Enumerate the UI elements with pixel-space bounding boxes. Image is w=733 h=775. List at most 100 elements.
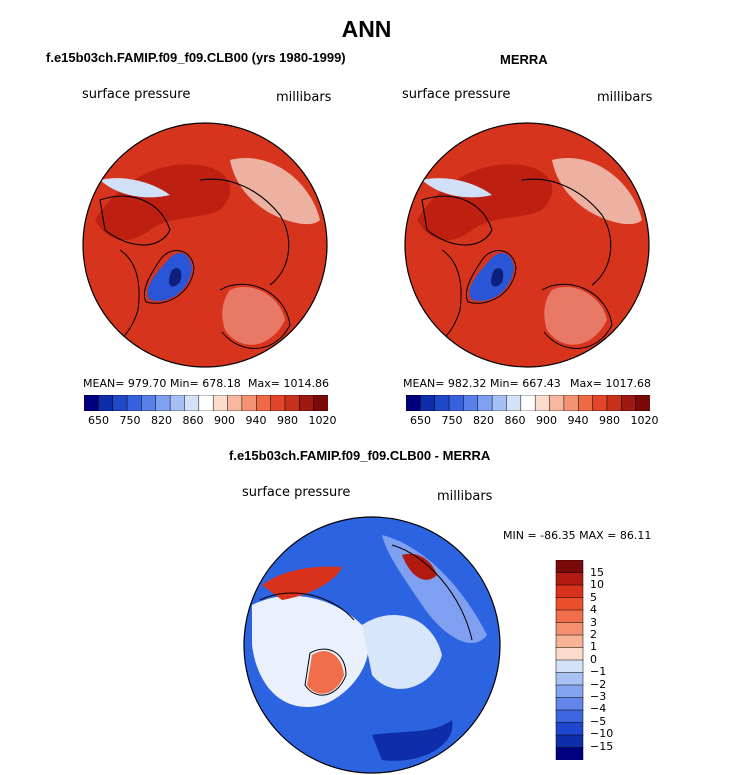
colorbar-cell xyxy=(520,395,536,411)
colorbar-cell xyxy=(227,395,243,411)
map-background xyxy=(83,123,327,367)
panel-2-units-label: millibars xyxy=(597,90,653,105)
colorbar-tick-label: 940 xyxy=(245,414,267,427)
colorbar-tick-label: 980 xyxy=(599,414,620,427)
colorbar-tick-label: 900 xyxy=(536,414,557,427)
colorbar-cell xyxy=(555,709,584,724)
colorbar-cell xyxy=(555,734,584,749)
colorbar-tick-label: −10 xyxy=(590,727,614,741)
panel-2-title: MERRA xyxy=(500,52,548,67)
coastline xyxy=(421,195,493,246)
colorbar-tick-label: 750 xyxy=(119,414,141,427)
colorbar-tick-label: 980 xyxy=(277,414,298,427)
colorbar-cell xyxy=(606,395,622,411)
coastline xyxy=(199,178,290,286)
colorbar-cell xyxy=(555,697,584,711)
colorbar-tick-label: −5 xyxy=(590,714,607,728)
coastline xyxy=(304,648,347,696)
map-region xyxy=(417,164,553,241)
panel-1-title: f.e15b03ch.FAMIP.f09_f09.CLB00 (yrs 1980… xyxy=(46,50,346,65)
colorbar-tick-label: 5 xyxy=(590,590,597,604)
panel-2-mean: MEAN= 982.32 xyxy=(403,377,487,390)
colorbar-tick-label: 650 xyxy=(410,414,431,427)
greenland-ice-core xyxy=(169,268,182,287)
coastline xyxy=(144,250,195,304)
colorbar-cell xyxy=(255,395,272,411)
colorbar-cell xyxy=(284,395,300,411)
colorbar-tick-label: −15 xyxy=(590,739,614,753)
colorbar-cell xyxy=(555,560,584,574)
colorbar-cell xyxy=(506,395,522,411)
panel-1-max: Max= 1014.86 xyxy=(248,377,329,390)
panel-2-colorbar-ticks: 650 750 820 860 900 940 980 1020 xyxy=(402,414,659,428)
colorbar-cell xyxy=(635,395,650,411)
colorbar-tick-label: −2 xyxy=(590,677,607,691)
coastline xyxy=(521,178,612,286)
colorbar-cell xyxy=(555,597,584,611)
colorbar-cell xyxy=(406,395,421,411)
colorbar-cell xyxy=(169,395,186,411)
panel-2-colorbar xyxy=(406,395,650,411)
colorbar-tick-label: −1 xyxy=(590,665,607,679)
diff-variable-label: surface pressure xyxy=(242,485,351,500)
panel-1-mean: MEAN= 979.70 xyxy=(83,377,167,390)
map-region xyxy=(230,158,320,225)
colorbar-tick-label: −4 xyxy=(590,702,607,716)
colorbar-cell xyxy=(555,672,584,686)
coastline xyxy=(259,592,355,621)
colorbar-tick-label: 860 xyxy=(504,414,526,427)
coastline xyxy=(466,250,517,304)
map-region xyxy=(552,158,642,225)
positive-anomaly xyxy=(402,553,437,580)
colorbar-cell xyxy=(549,395,565,411)
positive-anomaly xyxy=(307,651,344,694)
colorbar-tick-label: 860 xyxy=(182,414,204,427)
colorbar-tick-label: 15 xyxy=(590,566,604,579)
coastline xyxy=(219,283,291,349)
panel-2-min: Min= 667.43 xyxy=(490,377,561,390)
diff-min-max: MIN = -86.35 MAX = 86.11 xyxy=(503,529,652,542)
colorbar-cell xyxy=(84,395,99,411)
colorbar-tick-label: 820 xyxy=(151,414,172,427)
colorbar-cell xyxy=(621,395,637,411)
diff-colorbar-labels: 15 10 5 4 3 2 1 0 −1 −2 −3 −4 −5 −10 −15 xyxy=(590,560,630,760)
colorbar-tick-label: 1020 xyxy=(308,414,337,427)
panel-2-map xyxy=(404,122,650,368)
colorbar-tick-label: 2 xyxy=(590,628,597,641)
colorbar-cell xyxy=(555,747,584,760)
map-region xyxy=(222,286,285,345)
colorbar-cell xyxy=(198,395,214,411)
colorbar-cell xyxy=(98,395,114,411)
colorbar-tick-label: 10 xyxy=(590,578,604,592)
colorbar-cell xyxy=(555,659,584,674)
colorbar-cell xyxy=(555,634,584,649)
diff-panel-title: f.e15b03ch.FAMIP.f09_f09.CLB00 - MERRA xyxy=(229,448,491,463)
colorbar-tick-label: −3 xyxy=(590,690,607,703)
colorbar-cell xyxy=(420,395,436,411)
colorbar-tick-label: 820 xyxy=(473,414,494,427)
colorbar-cell xyxy=(555,722,584,736)
greenland-ice-core xyxy=(491,268,504,287)
panel-1-units-label: millibars xyxy=(276,90,332,105)
colorbar-tick-label: 940 xyxy=(567,414,589,427)
colorbar-cell xyxy=(555,609,584,624)
map-region xyxy=(362,615,442,689)
colorbar-tick-label: 900 xyxy=(214,414,235,427)
map-region xyxy=(100,178,170,198)
colorbar-cell xyxy=(592,395,608,411)
colorbar-cell xyxy=(491,395,508,411)
colorbar-tick-label: 4 xyxy=(590,603,597,617)
panel-1-min: Min= 678.18 xyxy=(170,377,241,390)
colorbar-cell xyxy=(577,395,594,411)
colorbar-cell xyxy=(126,395,142,411)
colorbar-cell xyxy=(241,395,257,411)
colorbar-tick-label: 1020 xyxy=(630,414,659,427)
colorbar-tick-label: 650 xyxy=(88,414,109,427)
panel-2-max: Max= 1017.68 xyxy=(570,377,651,390)
colorbar-tick-label: 750 xyxy=(441,414,463,427)
figure-title: ANN xyxy=(341,16,392,42)
colorbar-cell xyxy=(112,395,128,411)
panel-1-colorbar-ticks: 650 750 820 860 900 940 980 1020 xyxy=(80,414,337,428)
colorbar-cell xyxy=(555,647,584,661)
map-region xyxy=(95,164,231,241)
